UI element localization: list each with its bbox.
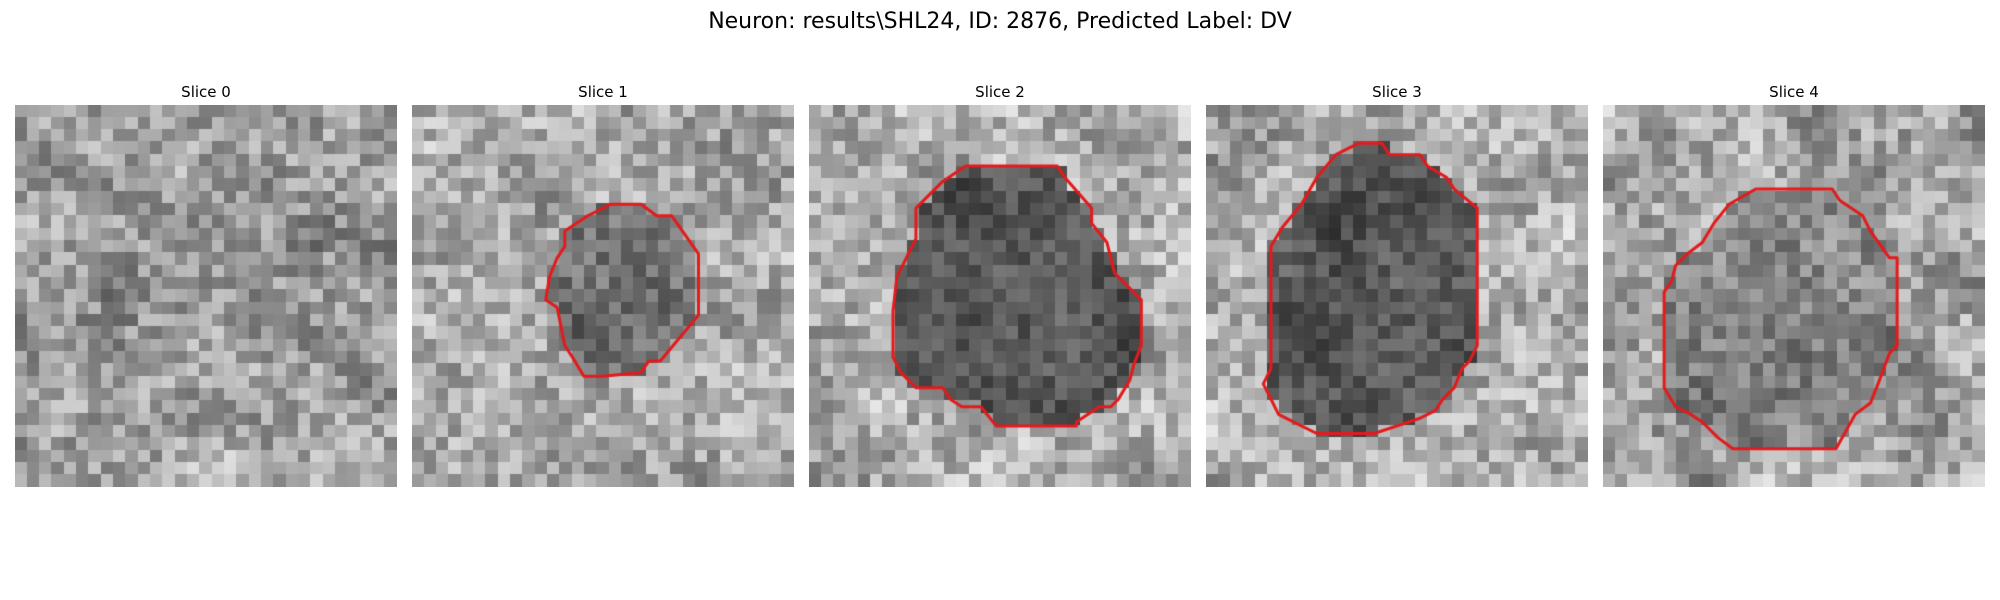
slice-title-0: Slice 0	[181, 83, 231, 101]
figure-title: Neuron: results\SHL24, ID: 2876, Predict…	[708, 9, 1292, 34]
slice-image-2	[809, 105, 1191, 487]
slice-panel-2: Slice 2	[809, 83, 1191, 487]
slice-title-3: Slice 3	[1372, 83, 1422, 101]
slice-panel-3: Slice 3	[1206, 83, 1588, 487]
slice-image-4	[1603, 105, 1985, 487]
slice-panel-0: Slice 0	[15, 83, 397, 487]
slice-image-3	[1206, 105, 1588, 487]
slice-panel-4: Slice 4	[1603, 83, 1985, 487]
slice-image-0	[15, 105, 397, 487]
slice-panel-1: Slice 1	[412, 83, 794, 487]
slice-title-4: Slice 4	[1769, 83, 1819, 101]
slice-title-2: Slice 2	[975, 83, 1025, 101]
slice-image-1	[412, 105, 794, 487]
slice-title-1: Slice 1	[578, 83, 628, 101]
